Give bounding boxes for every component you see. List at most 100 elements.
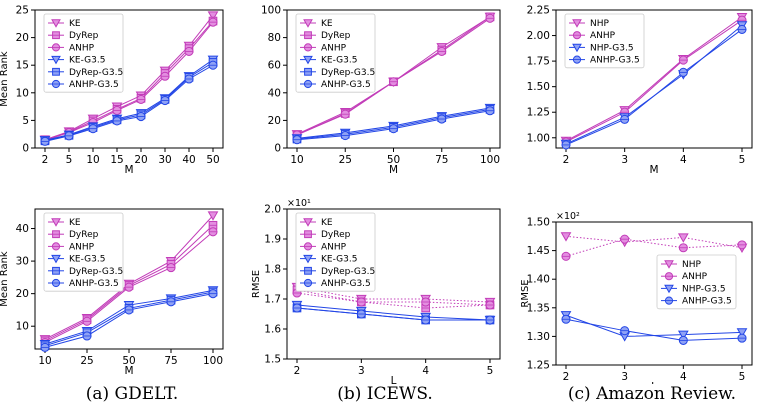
x-axis-label: M — [124, 164, 133, 176]
y-tick-label: 10 — [16, 87, 29, 99]
x-axis-label: M — [124, 365, 133, 377]
series-KE-G3.5 — [291, 300, 496, 326]
x-tick-label: 30 — [158, 154, 171, 166]
legend-label: KE — [69, 218, 81, 228]
data-point — [736, 328, 748, 338]
legend-label: KE — [321, 19, 333, 29]
x-tick-label: 3 — [358, 365, 365, 377]
y-tick-label: 20 — [268, 115, 281, 127]
series-ANHP — [561, 234, 747, 261]
panel-amazon-mean-rank: 2 3 4 5 M 1.00 1.25 1.50 1.75 2.00 2.25 NHP ANHP NHP-… — [527, 5, 753, 176]
y-tick-label: 40 — [268, 87, 281, 99]
legend-label: DyRep-G3.5 — [321, 68, 375, 78]
y-tick-label: 1.30 — [527, 331, 550, 343]
plot-frame — [286, 208, 501, 360]
y-tick-label: 1.25 — [527, 360, 550, 372]
x-tick-label: 2 — [42, 154, 49, 166]
x-tick-label: 5 — [739, 371, 746, 383]
series-line — [565, 238, 743, 257]
series-ANHP-G3.5 — [292, 303, 495, 325]
y-tick-label: 0 — [274, 143, 281, 155]
legend-box — [295, 212, 376, 292]
legend-label: DyRep — [69, 31, 99, 41]
x-tick-label: 2 — [294, 365, 301, 377]
y-tick-label: 2.0 — [264, 204, 281, 216]
legend-label: ANHP-G3.5 — [321, 80, 371, 90]
y-tick-label: 1.5 — [264, 354, 281, 366]
y-tick-label: 1.6 — [264, 324, 281, 336]
legend-label: ANHP — [682, 272, 708, 282]
series-DyRep-G3.5 — [40, 287, 218, 351]
x-tick-label: 25 — [339, 154, 352, 166]
y-tick-label: 100 — [261, 5, 281, 17]
legend: KE DyRep ANHP KE-G3.5 DyRep-G3.5 ANHP-G3.5 — [295, 13, 376, 93]
legend-label: DyRep-G3.5 — [69, 267, 123, 277]
x-tick-label: 75 — [435, 154, 448, 166]
plot-frame — [555, 9, 753, 149]
x-tick-label: 40 — [182, 154, 195, 166]
legend-label: ANHP-G3.5 — [69, 80, 119, 90]
y-tick-label: 1.50 — [527, 81, 550, 93]
legend-label: ANHP-G3.5 — [590, 56, 640, 66]
x-tick-label: 75 — [164, 355, 177, 367]
panel-icews-rmse: 2 3 4 5 L 1.5 1.6 1.7 1.8 1.9 2.0 RMSE ×10¹ KE DyRep AN… — [251, 198, 501, 384]
x-axis-label: M — [649, 164, 658, 176]
y-tick-label: 15 — [16, 60, 29, 72]
x-axis-label: L — [651, 381, 657, 384]
x-tick-label: 5 — [487, 365, 494, 377]
legend-marker — [664, 260, 674, 269]
legend-label: DyRep — [321, 31, 351, 41]
series-line — [296, 286, 491, 303]
x-tick-label: 4 — [422, 365, 429, 377]
y-tick-label: 2.25 — [527, 5, 550, 17]
y-tick-label: 20 — [16, 288, 29, 300]
legend-label: KE-G3.5 — [69, 56, 105, 66]
plot-frame — [34, 9, 224, 149]
y-tick-label: 1.75 — [527, 56, 550, 68]
x-tick-label: 3 — [621, 371, 628, 383]
legend-marker — [664, 284, 674, 294]
legend-label: KE-G3.5 — [321, 56, 357, 66]
series-line — [296, 292, 491, 306]
x-tick-label: 25 — [80, 355, 93, 367]
legend-marker — [51, 254, 61, 264]
panel-amazon-rmse: 2 3 4 5 L 1.25 1.30 1.35 1.40 1.45 1.50 RMSE ×10² NHP… — [520, 211, 753, 384]
data-point — [207, 11, 219, 21]
legend-box — [295, 13, 376, 93]
legend-label: DyRep-G3.5 — [69, 68, 123, 78]
series-NHP-G3.5 — [560, 311, 748, 342]
series-line — [565, 19, 743, 143]
y-axis-label: RMSE — [520, 279, 531, 307]
y-tick-label: 0 — [22, 143, 29, 155]
legend-marker — [303, 218, 313, 227]
series-line — [296, 307, 490, 321]
legend-label: ANHP — [321, 242, 347, 252]
legend-label: ANHP-G3.5 — [682, 297, 732, 307]
legend: KE DyRep ANHP KE-G3.5 DyRep-G3.5 ANHP-G3.5 — [43, 212, 124, 292]
series-ANHP-G3.5 — [292, 106, 495, 145]
x-tick-label: 2 — [563, 154, 570, 166]
legend-label: NHP-G3.5 — [590, 43, 634, 53]
x-tick-label: 10 — [86, 154, 99, 166]
caption-gdelt: (a) GDELT. — [85, 384, 179, 404]
legend-label: KE — [321, 218, 333, 228]
series-ANHP-G3.5 — [561, 314, 747, 345]
y-tick-label: 1.40 — [527, 274, 550, 286]
legend-marker — [303, 19, 313, 28]
legend-label: KE — [69, 19, 81, 29]
series-ANHP — [292, 288, 495, 310]
data-point — [207, 211, 219, 221]
caption-icews: (b) ICEWS. — [337, 384, 433, 404]
y-tick-label: 40 — [16, 223, 29, 235]
series-line — [565, 16, 743, 142]
y-tick-label: 1.7 — [264, 294, 281, 306]
y-tick-label: 10 — [16, 321, 29, 333]
panel-gdelt-mean-rank-2: 10 25 50 75 100 M 10 20 30 40 Mean Rank KE DyRep ANHP… — [0, 208, 224, 377]
y-tick-label: 1.9 — [264, 234, 281, 246]
legend-label: KE-G3.5 — [69, 255, 105, 265]
legend-label: KE-G3.5 — [321, 255, 357, 265]
x-tick-label: 50 — [206, 154, 219, 166]
series-ANHP-G3.5 — [40, 289, 218, 352]
legend-label: ANHP-G3.5 — [69, 279, 119, 289]
